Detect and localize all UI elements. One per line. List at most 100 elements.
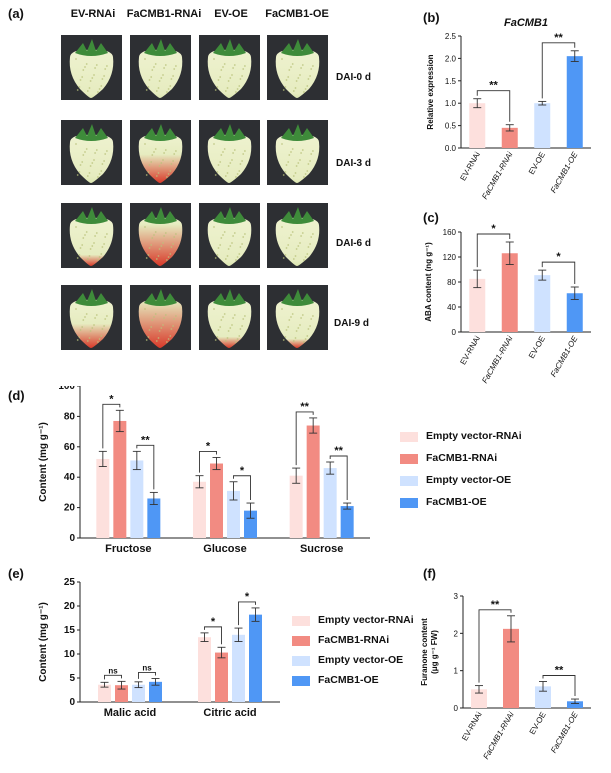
- legend-swatch: [292, 616, 310, 626]
- strawberry-seed: [241, 160, 243, 162]
- bar: [289, 475, 303, 538]
- strawberry-photo: [61, 203, 122, 268]
- scale-bar: [314, 357, 328, 358]
- strawberry-seed: [227, 165, 230, 167]
- strawberry-seed: [312, 233, 314, 235]
- strawberry-seed: [100, 335, 103, 337]
- y-tick-label: 40: [64, 472, 76, 483]
- strawberry-body: [138, 49, 183, 98]
- strawberry-seed: [222, 66, 224, 68]
- chart-acid-content: 0 5 10 15 20 25 Content (mg g⁻¹) Malic acid Citr…: [38, 577, 280, 719]
- strawberry-seed: [301, 314, 304, 316]
- strawberry-seed: [103, 325, 105, 327]
- strawberry-seed: [93, 159, 95, 161]
- strawberry-seed: [288, 69, 291, 71]
- strawberry-seed: [291, 148, 294, 150]
- strawberry-seed: [163, 67, 165, 69]
- strawberry-seed: [144, 226, 146, 228]
- strawberry-seed: [232, 67, 234, 69]
- strawberry-seed: [223, 148, 226, 150]
- strawberry-seed: [288, 237, 291, 239]
- strawberry-body: [275, 134, 320, 183]
- strawberry-seed: [285, 79, 288, 81]
- x-category-label: EV-OE: [528, 711, 548, 737]
- x-category-label: Malic acid: [104, 707, 157, 719]
- strawberry-seed: [169, 253, 172, 255]
- y-tick-label: 20: [64, 503, 76, 514]
- strawberry-seed: [84, 66, 86, 68]
- strawberry-seed: [282, 89, 285, 91]
- strawberry-seed: [299, 74, 301, 76]
- strawberry-seed: [150, 161, 153, 163]
- strawberry-seed: [242, 68, 245, 70]
- strawberry-seed: [219, 326, 222, 328]
- x-category-label: EV-RNAi: [458, 334, 482, 366]
- strawberry-seed: [167, 256, 170, 258]
- strawberry-body: [207, 217, 252, 266]
- x-category-label: EV-OE: [527, 335, 547, 361]
- strawberry-seed: [157, 87, 160, 89]
- strawberry-seed: [158, 165, 161, 167]
- bar: [130, 460, 144, 538]
- strawberry-seed: [214, 89, 217, 91]
- strawberry-seed: [309, 75, 311, 77]
- strawberry-seed: [173, 318, 176, 320]
- strawberry-seed: [147, 86, 150, 88]
- strawberry-seed: [78, 336, 81, 338]
- col-head-facmb1-oe: FaCMB1-OE: [265, 8, 329, 20]
- strawberry-body: [275, 49, 320, 98]
- strawberry-image: [199, 285, 260, 350]
- significance-bracket: [541, 42, 576, 99]
- strawberry-seed: [94, 67, 96, 69]
- row-label-dai-9: DAI-9 d: [334, 318, 369, 329]
- strawberry-seed: [217, 329, 220, 331]
- legend-label: FaCMB1-OE: [318, 674, 379, 686]
- strawberry-seed: [145, 174, 148, 176]
- y-tick-label: 0: [452, 328, 457, 337]
- strawberry-seed: [287, 161, 290, 163]
- y-tick-label: 100: [58, 386, 75, 392]
- y-tick-label: 0: [454, 704, 459, 713]
- strawberry-seed: [82, 237, 85, 239]
- strawberry-seed: [288, 319, 291, 321]
- strawberry-body: [138, 299, 183, 348]
- strawberry-body: [207, 49, 252, 98]
- strawberry-seed: [226, 255, 229, 257]
- strawberry-seed: [235, 91, 237, 93]
- strawberry-seed: [222, 234, 224, 236]
- strawberry-seed: [244, 233, 246, 235]
- strawberry-seed: [75, 58, 77, 60]
- x-category-label: FaCMB1-RNAi: [480, 334, 514, 385]
- strawberry-seed: [223, 63, 226, 65]
- strawberry-calyx: [144, 207, 177, 224]
- significance-bracket: [199, 450, 217, 473]
- strawberry-seed: [297, 162, 300, 164]
- strawberry-seed: [292, 175, 295, 177]
- strawberry-seed: [294, 337, 297, 339]
- strawberry-seed: [82, 319, 85, 321]
- strawberry-seed: [150, 76, 153, 78]
- strawberry-seed: [104, 68, 107, 70]
- significance-bracket: [102, 403, 121, 449]
- bar: [566, 293, 583, 332]
- strawberry-image: [267, 35, 328, 100]
- strawberry-seed: [154, 148, 157, 150]
- strawberry-seed: [154, 63, 157, 65]
- strawberry-seed: [79, 247, 82, 249]
- strawberry-seed: [304, 88, 307, 90]
- strawberry-seed: [162, 159, 164, 161]
- strawberry-seed: [294, 172, 297, 174]
- bar: [227, 490, 240, 538]
- y-tick-label: 1.5: [445, 77, 457, 86]
- strawberry-seed: [235, 341, 237, 343]
- bar: [147, 498, 161, 538]
- strawberry-seed: [310, 318, 313, 320]
- significance-label: *: [491, 223, 496, 235]
- strawberry-seed: [175, 150, 177, 152]
- strawberry-seed: [232, 235, 234, 237]
- panel-f-letter: (f): [423, 566, 436, 581]
- strawberry-seed: [312, 150, 314, 152]
- strawberry-body: [138, 217, 183, 266]
- strawberry-seed: [95, 64, 98, 66]
